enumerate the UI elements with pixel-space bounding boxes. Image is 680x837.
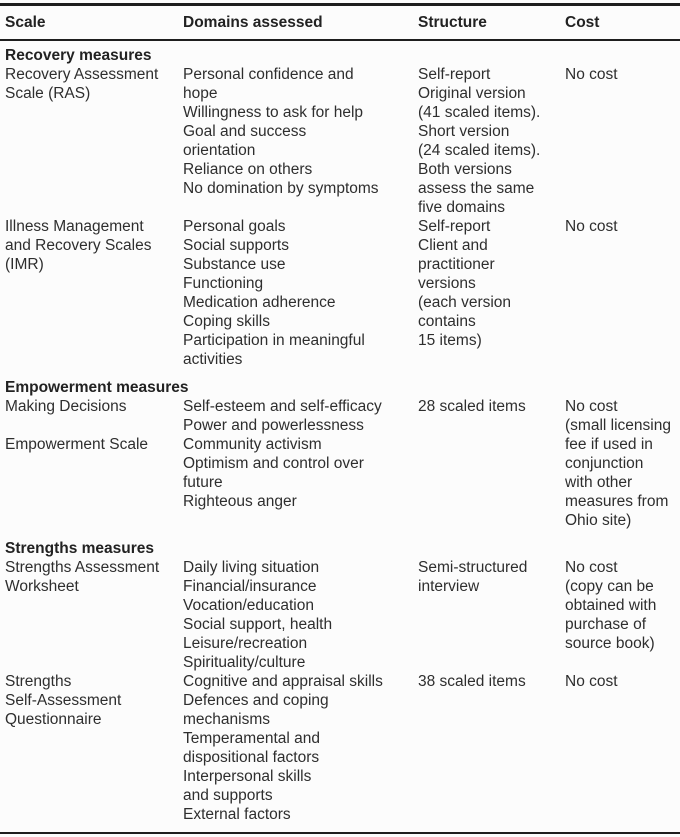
cost-cell: No cost [565, 673, 618, 690]
table-row-strengths-assessment-worksheet: Strengths Assessment Worksheet Daily liv… [0, 558, 680, 672]
bottom-rule [0, 832, 680, 834]
cost-cell: No cost (small licensing fee if used in … [565, 398, 671, 529]
top-rule [0, 3, 680, 6]
section-recovery-measures: Recovery measures Recovery Assessment Sc… [0, 46, 680, 369]
cost-cell: No cost (copy can be obtained with purch… [565, 559, 657, 652]
table-row-making-decisions-empowerment-scale: Making Decisions Empowerment Scale Self-… [0, 397, 680, 530]
header-rule [0, 39, 680, 41]
domains-cell: Self-esteem and self-efficacy Power and … [183, 398, 382, 510]
table-row-imr: Illness Management and Recovery Scales (… [0, 217, 680, 369]
table-header-row: Scale Domains assessed Structure Cost [0, 13, 680, 32]
cost-cell: No cost [565, 218, 618, 235]
column-header-cost: Cost [565, 14, 600, 31]
section-title-recovery-measures: Recovery measures [5, 47, 152, 64]
column-header-scale: Scale [5, 14, 46, 31]
scale-cell: Strengths Self-Assessment Questionnaire [5, 673, 122, 728]
section-title-strengths-measures: Strengths measures [5, 540, 155, 557]
domains-cell: Cognitive and appraisal skills Defences … [183, 673, 383, 823]
section-title-empowerment-measures: Empowerment measures [5, 379, 189, 396]
section-empowerment-measures: Empowerment measures Making Decisions Em… [0, 378, 680, 530]
column-header-structure: Structure [418, 14, 487, 31]
structure-cell: Self-report Original version (41 scaled … [418, 66, 541, 216]
structure-cell: Semi-structured interview [418, 559, 528, 595]
domains-cell: Personal confidence and hope Willingness… [183, 66, 379, 197]
table-row-strengths-self-assessment-questionnaire: Strengths Self-Assessment Questionnaire … [0, 672, 680, 824]
scale-cell: Recovery Assessment Scale (RAS) [5, 66, 159, 102]
scale-cell: Illness Management and Recovery Scales (… [5, 218, 152, 273]
structure-cell: 38 scaled items [418, 673, 526, 690]
column-header-domains: Domains assessed [183, 14, 323, 31]
section-strengths-measures: Strengths measures Strengths Assessment … [0, 539, 680, 824]
scale-cell: Making Decisions Empowerment Scale [5, 398, 149, 453]
domains-cell: Daily living situation Financial/insuran… [183, 559, 333, 671]
scale-cell: Strengths Assessment Worksheet [5, 559, 160, 595]
structure-cell: Self-report Client and practitioner vers… [418, 218, 512, 349]
cost-cell: No cost [565, 66, 618, 83]
domains-cell: Personal goals Social supports Substance… [183, 218, 365, 368]
structure-cell: 28 scaled items [418, 398, 526, 415]
table-row-ras: Recovery Assessment Scale (RAS) Personal… [0, 65, 680, 217]
